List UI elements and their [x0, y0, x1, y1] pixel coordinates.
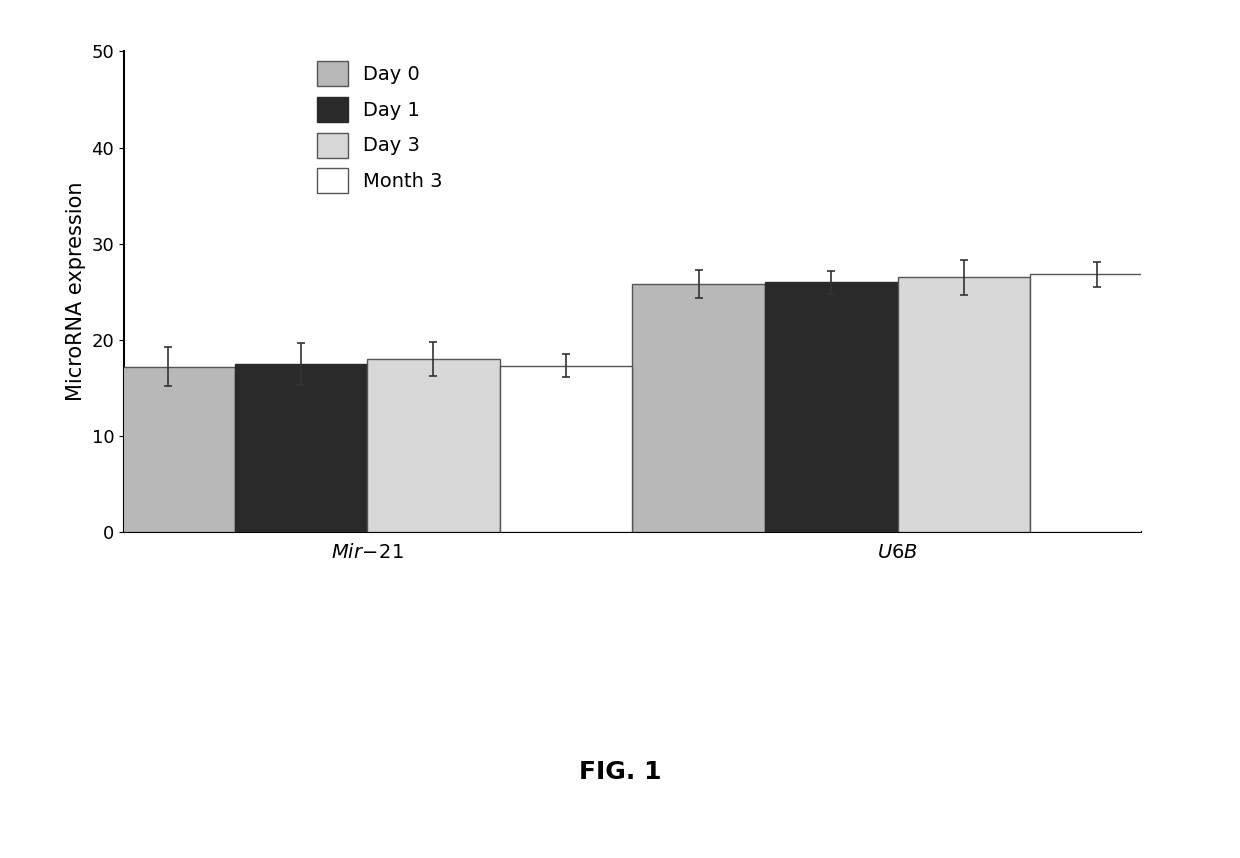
Bar: [898, 277, 1030, 532]
Bar: [500, 366, 632, 532]
Legend: Day 0, Day 1, Day 3, Month 3: Day 0, Day 1, Day 3, Month 3: [316, 61, 443, 193]
Bar: [234, 364, 367, 532]
Y-axis label: MicroRNA expression: MicroRNA expression: [66, 182, 86, 402]
Bar: [632, 284, 765, 532]
Bar: [765, 282, 898, 532]
Text: FIG. 1: FIG. 1: [579, 760, 661, 784]
Bar: [1030, 275, 1163, 532]
Bar: [367, 359, 500, 532]
Bar: [102, 366, 234, 532]
